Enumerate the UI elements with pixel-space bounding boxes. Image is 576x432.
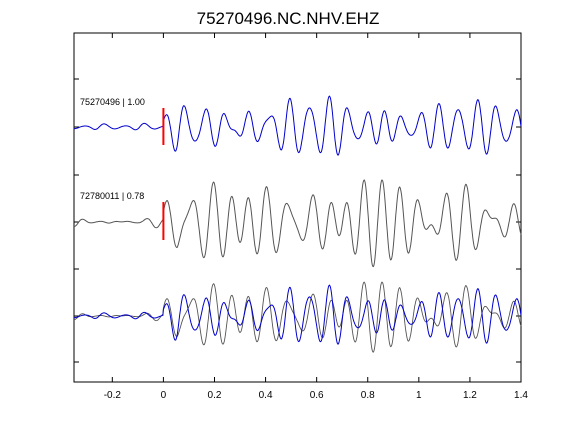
x-tick-label: 0.2	[208, 390, 222, 401]
x-tick-label: 0	[161, 390, 167, 401]
x-axis: -0.2 0 0.2 0.4 0.6 0.8 1 1.2 1.4	[104, 33, 528, 401]
plot-frame	[73, 32, 522, 383]
overlay-secondary-line	[74, 281, 522, 353]
x-tick-label: 0.6	[310, 390, 324, 401]
x-tick-label: 1.2	[463, 390, 477, 401]
chart-title: 75270496.NC.NHV.EHZ	[197, 9, 380, 28]
trace-1-line	[74, 95, 522, 156]
x-tick-label: 0.8	[361, 390, 375, 401]
x-tick-label: 1.4	[514, 390, 528, 401]
trace-labels: 75270496 | 1.00 72780011 | 0.78	[80, 97, 145, 201]
trace-group	[74, 95, 522, 353]
y-tick-marks	[74, 78, 521, 363]
trace-label-2: 72780011 | 0.78	[80, 191, 144, 201]
overlay-primary-line	[74, 284, 522, 345]
trace-2-line	[74, 179, 522, 268]
trace-label-1: 75270496 | 1.00	[80, 97, 145, 107]
x-tick-label: 0.4	[259, 390, 273, 401]
x-tick-label: 1	[416, 390, 422, 401]
x-tick-label: -0.2	[104, 390, 122, 401]
